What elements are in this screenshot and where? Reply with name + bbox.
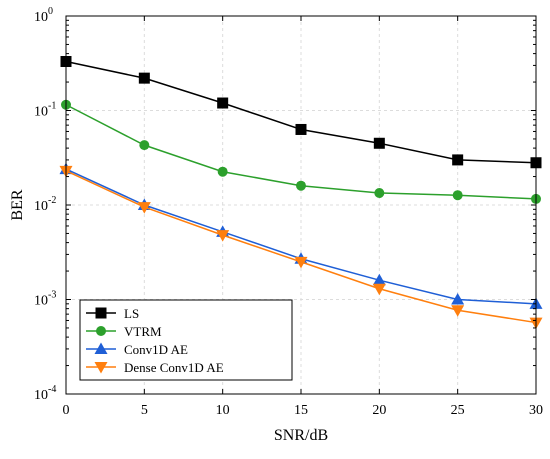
series-layer — [59, 56, 543, 330]
legend-item: LS — [86, 306, 139, 321]
data-point — [372, 283, 386, 296]
data-point — [452, 190, 463, 201]
x-tick-label: 20 — [372, 403, 386, 418]
axis-ticks: 0 5 10 15 20 25 30 10-4 10-3 10-2 10-1 100 — [34, 6, 543, 418]
x-tick-label: 10 — [216, 403, 230, 418]
legend-marker — [95, 307, 107, 319]
legend-label: VTRM — [124, 324, 162, 339]
data-point — [295, 123, 307, 135]
data-point — [374, 187, 385, 198]
data-point — [451, 293, 465, 305]
y-tick-label: 10-3 — [34, 290, 56, 309]
legend: LS VTRM Conv1D AE Dense Conv1D AE — [79, 299, 293, 381]
x-tick-label: 0 — [63, 403, 70, 418]
legend-marker — [94, 342, 108, 354]
data-point — [294, 256, 308, 269]
y-tick-label: 10-4 — [34, 384, 56, 403]
y-axis-label: BER — [9, 189, 26, 220]
data-point — [296, 180, 306, 191]
series-dense-conv1d-ae — [59, 165, 543, 330]
legend-label: Conv1D AE — [124, 342, 188, 357]
y-tick-label: 100 — [34, 6, 53, 25]
x-tick-label: 5 — [141, 403, 148, 418]
legend-marker — [94, 362, 108, 374]
legend-marker — [96, 326, 106, 336]
x-tick-label: 15 — [294, 403, 308, 418]
x-axis-label: SNR/dB — [274, 427, 328, 444]
legend-label: Dense Conv1D AE — [124, 360, 224, 375]
data-point — [216, 230, 230, 242]
data-point — [139, 140, 150, 151]
y-tick-label: 10-2 — [34, 195, 56, 214]
data-point — [372, 273, 386, 286]
legend-item: Conv1D AE — [86, 342, 188, 357]
series-vtrm — [61, 99, 541, 204]
data-point — [137, 202, 151, 214]
data-point — [373, 137, 385, 149]
data-point — [217, 97, 229, 109]
legend-label: LS — [124, 306, 139, 321]
data-point — [138, 72, 150, 84]
legend-item: VTRM — [86, 324, 162, 339]
y-tick-label: 10-1 — [34, 101, 56, 120]
data-point — [451, 305, 465, 317]
x-tick-label: 25 — [451, 403, 465, 418]
data-point — [217, 166, 228, 177]
legend-item: Dense Conv1D AE — [86, 360, 224, 375]
x-tick-label: 30 — [529, 403, 543, 418]
data-point — [452, 154, 464, 166]
